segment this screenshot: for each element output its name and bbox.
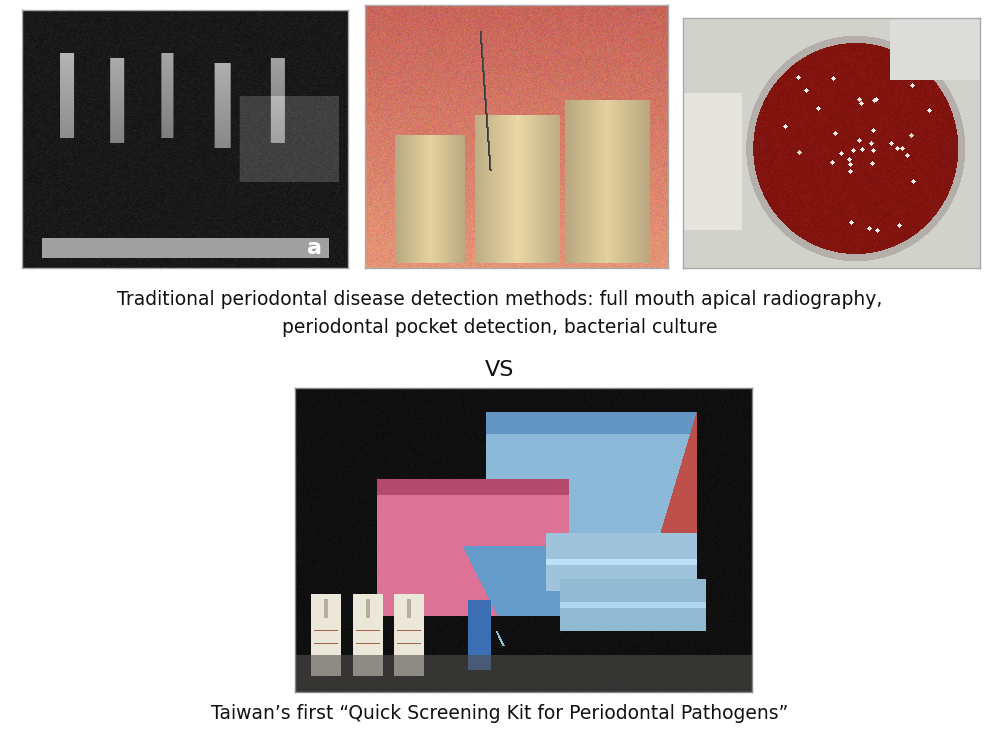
Text: a: a xyxy=(307,237,322,258)
Text: Taiwan’s first “Quick Screening Kit for Periodontal Pathogens”: Taiwan’s first “Quick Screening Kit for … xyxy=(211,704,789,723)
Text: VS: VS xyxy=(485,360,515,380)
Text: Traditional periodontal disease detection methods: full mouth apical radiography: Traditional periodontal disease detectio… xyxy=(117,290,883,337)
